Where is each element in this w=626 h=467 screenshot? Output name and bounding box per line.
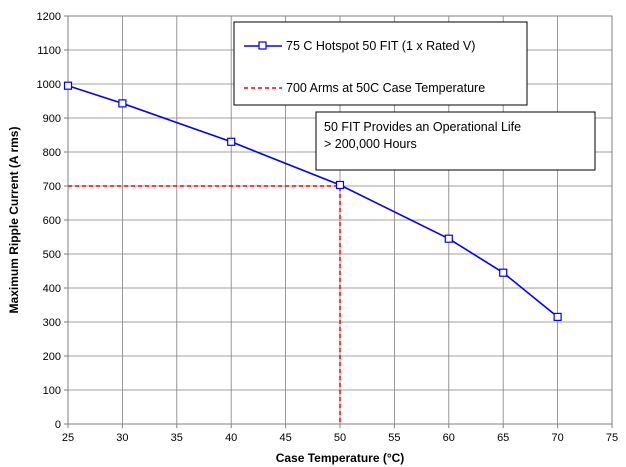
y-axis-ticks: 0 100 200 300 400 500 600 700 800 900 1000 1100 1200: [37, 11, 68, 431]
annotation-line-2: > 200,000 Hours: [324, 137, 417, 151]
y-tick-label: 1100: [37, 45, 61, 57]
legend: 75 C Hotspot 50 FIT (1 x Rated V) 700 Ar…: [233, 21, 528, 106]
x-tick-label: 25: [62, 432, 74, 444]
y-tick-label: 1200: [37, 11, 61, 23]
x-tick-label: 30: [116, 432, 128, 444]
y-tick-label: 600: [43, 215, 61, 227]
x-tick-label: 50: [334, 432, 346, 444]
y-tick-label: 100: [43, 385, 61, 397]
annotation-line-1: 50 FIT Provides an Operational Life: [324, 120, 521, 134]
series-line-700-arms: [68, 185, 341, 424]
y-tick-label: 400: [43, 283, 61, 295]
data-point-marker: [335, 180, 345, 190]
x-tick-label: 45: [279, 432, 291, 444]
y-tick-label: 500: [43, 249, 61, 261]
legend-label-series-2: 700 Arms at 50C Case Temperature: [286, 81, 485, 95]
y-tick-label: 800: [43, 147, 61, 159]
x-tick-label: 75: [606, 432, 618, 444]
y-tick-label: 0: [55, 419, 61, 431]
y-tick-label: 1000: [37, 79, 61, 91]
y-tick-label: 200: [43, 351, 61, 363]
data-point-marker: [63, 81, 73, 90]
legend-swatch-marker-series-1: [258, 41, 267, 50]
legend-box: [233, 21, 528, 106]
annotation-frame: [315, 111, 596, 171]
y-axis-title: Maximum Ripple Current (A rms): [7, 127, 21, 314]
data-point-marker: [118, 99, 127, 108]
legend-label-series-1: 75 C Hotspot 50 FIT (1 x Rated V): [286, 39, 475, 53]
x-axis-ticks: 25 30 35 40 45 50 55 60 65 70 75: [62, 424, 618, 444]
x-tick-label: 55: [388, 432, 400, 444]
y-tick-label: 300: [43, 317, 61, 329]
y-tick-label: 700: [43, 181, 61, 193]
x-tick-label: 70: [551, 432, 563, 444]
y-tick-label: 900: [43, 113, 61, 125]
data-point-marker: [553, 312, 562, 321]
x-tick-label: 35: [171, 432, 183, 444]
data-point-marker: [227, 137, 236, 146]
x-axis-title: Case Temperature (°C): [276, 451, 405, 465]
data-point-marker: [444, 234, 453, 243]
annotation-box: 50 FIT Provides an Operational Life > 20…: [315, 111, 596, 171]
x-tick-label: 65: [497, 432, 509, 444]
data-point-marker: [499, 268, 508, 277]
x-tick-label: 40: [225, 432, 237, 444]
x-tick-label: 60: [443, 432, 455, 444]
series-layer: [63, 81, 562, 424]
